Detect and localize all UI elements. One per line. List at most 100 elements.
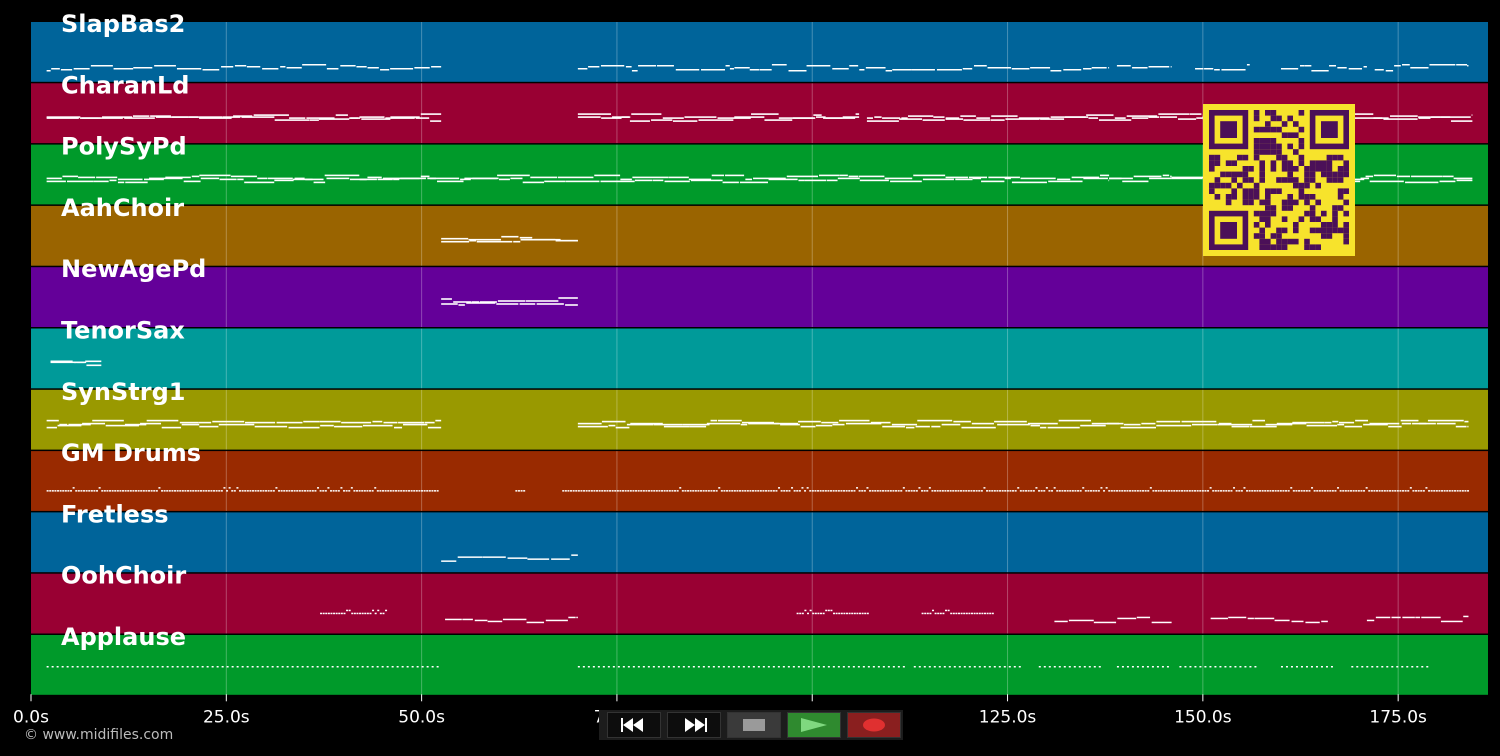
note (707, 666, 710, 668)
note (679, 487, 682, 489)
track-lane[interactable]: OohChoir (31, 562, 1488, 634)
track-lane[interactable]: Applause (31, 623, 1488, 695)
note (1214, 69, 1220, 71)
note (622, 490, 625, 492)
note (705, 490, 708, 492)
note (106, 490, 109, 492)
note (420, 113, 442, 115)
record-button[interactable] (847, 712, 901, 738)
note (1120, 426, 1157, 429)
note (132, 490, 135, 492)
note (852, 666, 855, 668)
note-group (46, 419, 442, 429)
note (797, 666, 800, 668)
track-lane[interactable]: GM Drums (31, 439, 1488, 511)
note (274, 179, 294, 182)
note (298, 490, 301, 492)
note (971, 422, 994, 425)
note (241, 116, 275, 118)
note (1011, 68, 1030, 70)
note (955, 612, 958, 615)
note (857, 666, 860, 668)
note (1331, 490, 1334, 492)
note (1214, 490, 1217, 492)
note (1210, 617, 1228, 620)
note (222, 116, 241, 118)
note (863, 490, 866, 492)
note (717, 419, 742, 422)
note (1251, 490, 1254, 492)
fast-forward-button[interactable] (667, 712, 721, 738)
note (161, 666, 164, 668)
note (598, 490, 601, 492)
note (668, 176, 689, 179)
track-lane[interactable]: NewAgePd (31, 255, 1488, 327)
note (1204, 68, 1214, 70)
play-button[interactable] (787, 712, 841, 738)
note (218, 423, 255, 426)
note (341, 666, 344, 668)
note (555, 239, 578, 242)
note (1295, 490, 1298, 492)
note (1159, 116, 1178, 118)
note (1178, 118, 1197, 120)
note (835, 612, 838, 615)
note (233, 490, 236, 492)
note (382, 490, 385, 492)
note (60, 69, 73, 71)
note (791, 487, 794, 489)
note-group (1109, 174, 1172, 183)
note (165, 176, 191, 179)
note (1373, 490, 1376, 492)
note (627, 490, 630, 492)
note (502, 618, 527, 621)
track-lane[interactable]: TenorSax (31, 317, 1488, 389)
note (220, 490, 223, 492)
note (1272, 490, 1275, 492)
note (1131, 666, 1134, 668)
note (246, 666, 249, 668)
note (441, 240, 470, 243)
track-lane[interactable]: SynStrg1 (31, 378, 1488, 450)
note (712, 666, 715, 668)
note (806, 65, 831, 67)
note (1443, 490, 1446, 492)
note (1220, 490, 1223, 492)
note (917, 419, 953, 422)
note (1347, 490, 1350, 492)
note (1325, 666, 1328, 668)
note (957, 490, 960, 492)
track-lane[interactable]: SlapBas2 (31, 10, 1488, 82)
note (81, 666, 84, 668)
note (1229, 666, 1232, 668)
note (142, 490, 145, 492)
note (732, 666, 735, 668)
track-lane[interactable]: Fretless (31, 500, 1488, 573)
note (689, 490, 692, 492)
note (980, 490, 983, 492)
note (726, 490, 729, 492)
stop-button[interactable] (727, 712, 781, 738)
note (523, 490, 526, 492)
note (822, 612, 825, 615)
note (326, 68, 339, 70)
note (913, 490, 916, 492)
note (895, 490, 898, 492)
note-group (1210, 616, 1328, 624)
note-group (46, 666, 439, 668)
note (817, 490, 820, 492)
note (637, 666, 640, 668)
note (621, 116, 629, 118)
note (739, 181, 768, 184)
note (674, 490, 677, 492)
note (519, 303, 536, 305)
note (858, 175, 885, 178)
note (1240, 490, 1243, 492)
note (978, 612, 981, 615)
rewind-button[interactable] (607, 712, 661, 738)
note (1043, 490, 1046, 492)
note (1471, 114, 1473, 116)
note (384, 490, 387, 492)
note-group (1195, 64, 1250, 71)
note (1231, 425, 1250, 428)
